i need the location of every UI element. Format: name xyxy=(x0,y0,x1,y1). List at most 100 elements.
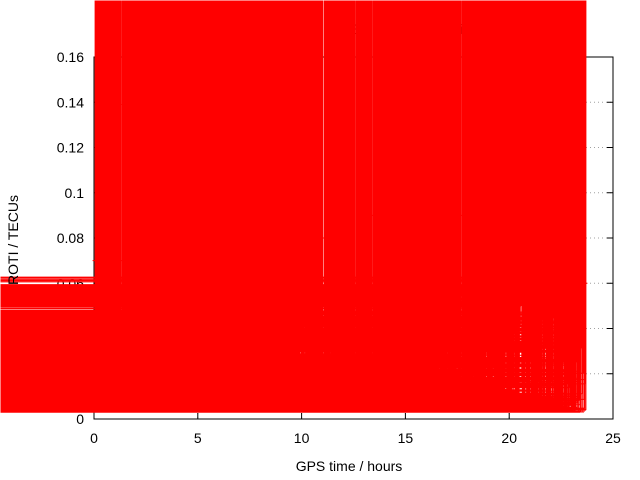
data-point xyxy=(518,234,526,242)
data-point xyxy=(173,159,181,167)
data-point xyxy=(418,166,426,174)
data-point xyxy=(98,211,106,219)
data-point xyxy=(308,153,316,161)
data-point xyxy=(231,211,239,219)
data-point xyxy=(393,370,401,378)
data-point xyxy=(156,234,164,242)
data-point xyxy=(561,211,569,219)
data-point xyxy=(175,211,183,219)
data-point xyxy=(339,370,347,378)
data-point xyxy=(123,189,131,197)
data-point xyxy=(145,171,153,179)
data-point xyxy=(92,257,100,265)
data-point xyxy=(538,257,546,265)
data-point xyxy=(252,347,260,355)
data-point xyxy=(549,162,557,170)
data-point xyxy=(105,234,113,242)
data-point xyxy=(283,211,291,219)
data-point xyxy=(464,257,472,265)
data-point xyxy=(430,76,438,84)
data-point xyxy=(526,279,534,287)
data-points xyxy=(0,0,588,413)
data-point xyxy=(329,347,337,355)
data-point xyxy=(503,87,511,95)
data-point xyxy=(96,134,104,142)
data-point xyxy=(547,107,555,115)
data-point xyxy=(242,162,250,170)
data-point xyxy=(505,121,513,129)
data-point xyxy=(572,189,580,197)
data-point xyxy=(194,325,202,332)
data-point xyxy=(140,268,148,276)
y-axis-label: ROTI / TECUs xyxy=(5,195,21,285)
data-point xyxy=(476,211,484,219)
data-point xyxy=(111,302,119,310)
x-axis-label: GPS time / hours xyxy=(296,458,403,474)
data-point xyxy=(580,279,588,287)
data-point xyxy=(553,189,561,197)
data-point xyxy=(183,347,191,355)
data-point xyxy=(426,121,434,129)
data-point xyxy=(256,370,264,378)
y-tick-label: 0.08 xyxy=(57,230,84,246)
data-point xyxy=(127,325,135,332)
y-tick-label: 0.12 xyxy=(57,140,84,156)
data-point xyxy=(372,302,380,310)
x-tick-label: 0 xyxy=(90,430,98,446)
data-point xyxy=(470,189,478,197)
data-point xyxy=(507,144,515,151)
data-point xyxy=(136,302,144,310)
data-point xyxy=(289,166,297,174)
data-point xyxy=(293,189,301,197)
data-point xyxy=(318,234,326,242)
data-point xyxy=(532,211,540,219)
data-point xyxy=(266,381,274,389)
data-point xyxy=(235,279,243,287)
data-point xyxy=(401,302,409,310)
data-point xyxy=(107,347,115,355)
data-point xyxy=(443,234,451,242)
data-point xyxy=(491,189,499,197)
data-point xyxy=(497,132,505,140)
data-point xyxy=(148,325,156,332)
data-point xyxy=(484,234,492,242)
data-point xyxy=(298,257,306,265)
data-point xyxy=(381,234,389,242)
data-point xyxy=(441,189,449,197)
data-point xyxy=(435,89,443,97)
y-tick-label: 0.14 xyxy=(57,94,84,110)
data-point xyxy=(408,132,416,140)
data-point xyxy=(97,177,105,185)
x-tick-label: 10 xyxy=(294,430,310,446)
data-point xyxy=(132,347,140,355)
data-point xyxy=(246,189,254,197)
data-point xyxy=(302,302,310,310)
data-point xyxy=(567,257,575,265)
data-point xyxy=(422,211,430,219)
data-point xyxy=(102,325,110,332)
data-point xyxy=(169,189,177,197)
data-point xyxy=(200,279,208,287)
x-tick-label: 25 xyxy=(605,430,621,446)
data-point xyxy=(323,302,331,310)
data-point xyxy=(163,302,171,310)
data-point xyxy=(248,257,256,265)
data-point xyxy=(94,144,102,151)
data-point xyxy=(152,347,160,355)
data-point xyxy=(125,279,133,287)
data-point xyxy=(437,144,445,151)
data-point xyxy=(387,347,395,355)
y-tick-label: 0.1 xyxy=(65,185,85,201)
data-point xyxy=(511,189,519,197)
data-point xyxy=(350,347,357,355)
y-tick-label: 0 xyxy=(76,411,84,427)
data-point xyxy=(121,101,129,109)
data-point xyxy=(115,257,123,265)
y-tick-label: 0.16 xyxy=(57,49,84,65)
data-point xyxy=(412,110,420,118)
background-point-cloud xyxy=(0,0,587,413)
x-tick-label: 5 xyxy=(194,430,202,446)
x-tick-label: 15 xyxy=(398,430,414,446)
data-point xyxy=(277,370,285,378)
